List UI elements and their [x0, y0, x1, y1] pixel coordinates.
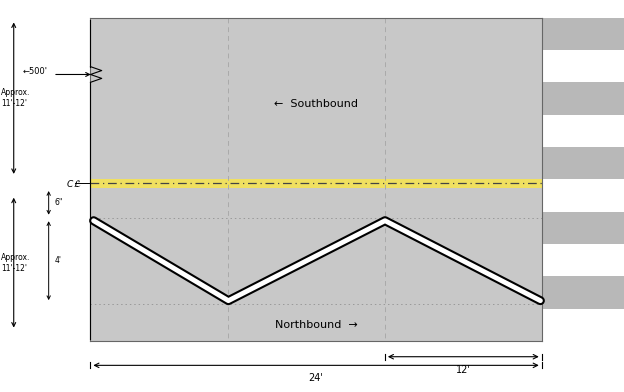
Bar	[0, 0, 90, 392]
Bar	[542, 309, 624, 341]
Text: Northbound  →: Northbound →	[275, 320, 358, 330]
Text: 6": 6"	[55, 198, 63, 207]
Text: 4': 4'	[55, 256, 62, 265]
Text: 24': 24'	[309, 373, 323, 383]
Text: 12': 12'	[456, 365, 470, 375]
Text: Approx.
11'-12': Approx. 11'-12'	[1, 88, 31, 108]
Bar	[542, 276, 624, 309]
Text: $\mathit{\mathcal{L}}$: $\mathit{\mathcal{L}}$	[73, 178, 81, 189]
Bar	[542, 18, 624, 50]
Bar	[90, 179, 542, 188]
Bar	[542, 212, 624, 244]
Bar	[542, 244, 624, 276]
Bar	[542, 147, 624, 179]
Text: Approx.
11'-12': Approx. 11'-12'	[1, 252, 31, 273]
Bar	[542, 180, 624, 212]
Text: ←500': ←500'	[23, 67, 48, 76]
Bar	[90, 18, 542, 341]
Text: $C$: $C$	[66, 178, 74, 189]
Bar	[542, 114, 624, 147]
Bar	[542, 82, 624, 114]
Text: ←  Southbound: ← Southbound	[274, 100, 358, 109]
Bar	[542, 50, 624, 82]
